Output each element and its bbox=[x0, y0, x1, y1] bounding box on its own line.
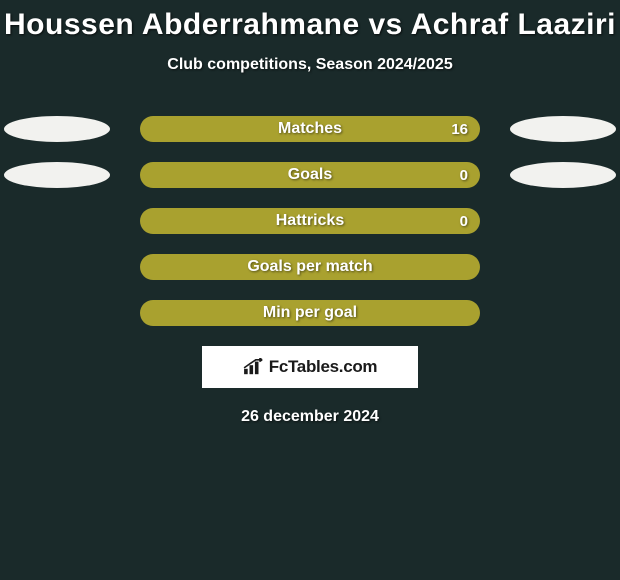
right-spacer bbox=[510, 208, 616, 234]
stat-row: Matches16 bbox=[0, 116, 620, 142]
stat-row: Min per goal bbox=[0, 300, 620, 326]
logo-text: FcTables.com bbox=[269, 357, 378, 377]
right-spacer bbox=[510, 300, 616, 326]
stat-bar: Goals0 bbox=[140, 162, 480, 188]
stat-label: Hattricks bbox=[140, 208, 480, 234]
left-spacer bbox=[4, 254, 110, 280]
stat-row: Hattricks0 bbox=[0, 208, 620, 234]
page-subtitle: Club competitions, Season 2024/2025 bbox=[0, 56, 620, 74]
stat-row: Goals0 bbox=[0, 162, 620, 188]
logo-box: FcTables.com bbox=[202, 346, 418, 388]
stat-rows: Matches16Goals0Hattricks0Goals per match… bbox=[0, 116, 620, 326]
stat-label: Goals bbox=[140, 162, 480, 188]
stat-bar: Min per goal bbox=[140, 300, 480, 326]
comparison-card: Houssen Abderrahmane vs Achraf Laaziri C… bbox=[0, 0, 620, 580]
left-spacer bbox=[4, 300, 110, 326]
logo: FcTables.com bbox=[243, 357, 378, 377]
stat-value: 16 bbox=[451, 116, 468, 142]
stat-bar: Hattricks0 bbox=[140, 208, 480, 234]
right-spacer bbox=[510, 254, 616, 280]
right-ellipse bbox=[510, 162, 616, 188]
stat-label: Min per goal bbox=[140, 300, 480, 326]
stat-label: Matches bbox=[140, 116, 480, 142]
left-spacer bbox=[4, 208, 110, 234]
chart-icon bbox=[243, 358, 265, 376]
left-ellipse bbox=[4, 162, 110, 188]
date-label: 26 december 2024 bbox=[0, 408, 620, 426]
stat-row: Goals per match bbox=[0, 254, 620, 280]
stat-bar: Matches16 bbox=[140, 116, 480, 142]
stat-value: 0 bbox=[460, 208, 468, 234]
page-title: Houssen Abderrahmane vs Achraf Laaziri bbox=[0, 0, 620, 42]
stat-value: 0 bbox=[460, 162, 468, 188]
stat-bar: Goals per match bbox=[140, 254, 480, 280]
left-ellipse bbox=[4, 116, 110, 142]
stat-label: Goals per match bbox=[140, 254, 480, 280]
right-ellipse bbox=[510, 116, 616, 142]
